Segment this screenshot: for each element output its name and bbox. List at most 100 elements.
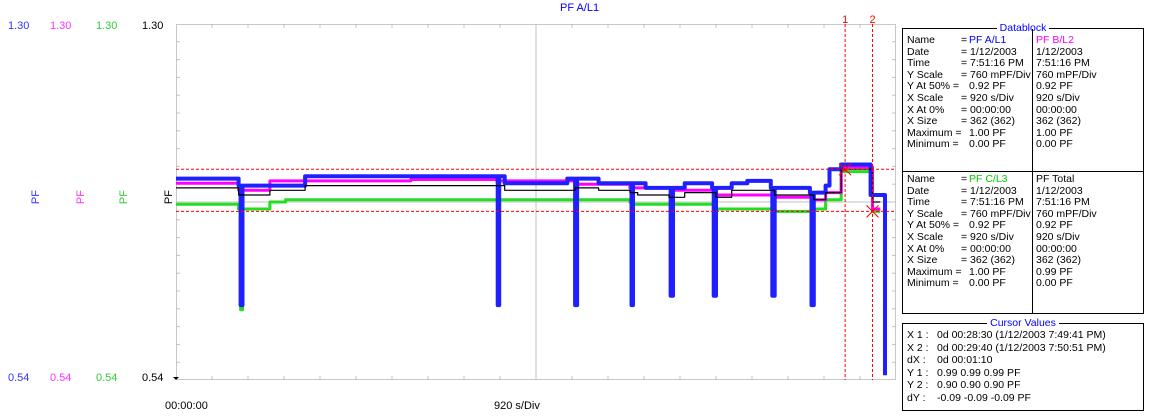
datablock-row-label: Date [907, 184, 930, 197]
datablock-row-label: X At 0% [907, 242, 945, 255]
datablock-row-value: = 1/12/2003 [961, 184, 1017, 197]
datablock-row-value-2: 7:51:16 PM [1036, 57, 1090, 70]
datablock-row-value-2: 362 (362) [1036, 254, 1081, 267]
cursor-value-text: 0d 00:01:10 [937, 354, 993, 366]
cursor-value-row: dX : 0d 00:01:10 [907, 355, 992, 366]
datablock-row-value: = 00:00:00 [961, 242, 1011, 255]
datablock-row-value-2: 920 s/Div [1036, 231, 1080, 243]
y-axis-total-top: 1.30 [142, 20, 164, 32]
cursor-value-row: dY : -0.09 -0.09 -0.09 PF [907, 391, 1031, 404]
datablock-row-value-2: 7:51:16 PM [1036, 196, 1090, 209]
axis-origin-marker [173, 377, 179, 380]
datablock-row-value-2: 00:00:00 [1036, 103, 1077, 116]
cursor-values-title: Cursor Values [987, 317, 1059, 329]
cursor-value-label: X 1 : [907, 329, 929, 341]
cursor-value-text: 0.99 0.99 0.99 PF [937, 366, 1021, 379]
datablock-divider [903, 171, 1143, 172]
y-axis-b-top: 1.30 [50, 20, 72, 32]
datablock-column-divider [1032, 171, 1033, 313]
datablock-row-value-2: 760 mPF/Div [1036, 207, 1097, 220]
datablock-name-prefix: = [961, 173, 968, 185]
datablock-row-value: = 362 (362) [961, 115, 1015, 128]
datablock-row-label: Maximum = [907, 126, 962, 139]
datablock-row-value: = 00:00:00 [961, 103, 1011, 116]
datablock-row-value: 0.92 PF [969, 80, 1006, 93]
cursor-value-row: Y 2 : 0.90 0.90 0.90 PF [907, 380, 1020, 391]
cursor-value-label: dX : [907, 354, 926, 366]
datablock-name-value-2: PF B/L2 [1036, 34, 1074, 46]
datablock-row-label: X At 0% [907, 103, 945, 116]
cursor-value-row: X 2 : 0d 00:29:40 (1/12/2003 7:50:51 PM) [907, 341, 1106, 354]
datablock-name-prefix: = [961, 34, 968, 46]
datablock-row-value: 1.00 PF [969, 126, 1006, 139]
cursor-values-panel: Cursor Values X 1 : 0d 00:28:30 (1/12/200… [902, 317, 1144, 411]
chart-title: PF A/L1 [560, 2, 600, 14]
datablock-name-value: PF A/L1 [969, 34, 1007, 46]
datablock-row-label: X Size [907, 254, 938, 267]
y-axis-b-label: PF [75, 190, 87, 205]
datablock-name-label: Name [907, 34, 936, 46]
cursor-1-label: 1 [842, 14, 848, 26]
datablock-row-label: Time [907, 196, 930, 209]
cursor-1-marker [838, 162, 852, 176]
datablock-row-value: = 1/12/2003 [961, 45, 1017, 58]
y-axis-a-label: PF [30, 190, 42, 205]
datablock-row-value: 1.00 PF [969, 265, 1006, 278]
y-axis-total-label: PF [163, 190, 175, 205]
cursor-value-label: Y 2 : [907, 379, 929, 391]
datablock-row-value: 0.00 PF [969, 138, 1006, 151]
y-axis-a-top: 1.30 [8, 20, 30, 32]
datablock-row-value-2: 0.00 PF [1036, 277, 1073, 290]
datablock-row-label: X Scale [907, 231, 944, 243]
datablock-row-value-2: 0.92 PF [1036, 219, 1073, 232]
datablock-row-value: = 920 s/Div [961, 231, 1014, 243]
datablock-row-label: Y At 50% = [907, 80, 960, 93]
y-axis-b-bottom: 0.54 [50, 372, 72, 384]
cursor-2-label: 2 [870, 14, 876, 26]
x-axis-start-label: 00:00:00 [165, 400, 208, 412]
cursor-value-text: 0.90 0.90 0.90 PF [937, 379, 1021, 391]
datablock-row-value-2: 760 mPF/Div [1036, 68, 1097, 81]
datablock-row-value: = 7:51:16 PM [961, 196, 1024, 209]
datablock-row-label: Minimum = [907, 277, 959, 290]
cursor-value-label: Y 1 : [907, 366, 929, 379]
datablock-row-label: Time [907, 57, 930, 70]
y-axis-c-bottom: 0.54 [96, 372, 118, 384]
datablock-row-value-2: 0.92 PF [1036, 80, 1073, 93]
datablock-row-value: = 760 mPF/Div [961, 207, 1031, 220]
datablock-row-label: Minimum = [907, 138, 959, 151]
datablock-row-value-2: 362 (362) [1036, 115, 1081, 128]
datablock-row-value-2: 920 s/Div [1036, 92, 1080, 104]
series-line-total [176, 168, 881, 203]
datablock-row-label: Y At 50% = [907, 219, 960, 232]
datablock-row-value: = 760 mPF/Div [961, 68, 1031, 81]
datablock-row-value: 0.00 PF [969, 277, 1006, 290]
datablock-row-label: Y Scale [907, 207, 943, 220]
cursor-2-marker [866, 205, 879, 218]
x-axis-label: 920 s/Div [494, 400, 540, 412]
series-line-a [176, 162, 887, 376]
datablock-row-value-2: 1.00 PF [1036, 126, 1073, 139]
datablock-name-value-2: PF Total [1036, 173, 1075, 185]
datablock-row-label: X Size [907, 115, 938, 128]
datablock-row-value: 0.92 PF [969, 219, 1006, 232]
datablock-row-value-2: 00:00:00 [1036, 242, 1077, 255]
datablock-row-label: Maximum = [907, 265, 962, 278]
y-axis-c-top: 1.30 [96, 20, 118, 32]
datablock-title: Datablock [996, 22, 1050, 34]
datablock-panel: Datablock Name = PF A/L1 PF B/L2 Date = 1/12/… [902, 22, 1144, 314]
y-axis-c-label: PF [118, 190, 130, 205]
datablock-row-value-2: 0.99 PF [1036, 265, 1073, 278]
cursor-value-label: dY : [907, 391, 926, 404]
datablock-row-label: X Scale [907, 92, 944, 104]
datablock-row-value: = 920 s/Div [961, 92, 1014, 104]
datablock-name-label: Name [907, 173, 936, 185]
y-axis-a-bottom: 0.54 [8, 372, 30, 384]
datablock-row-value: = 362 (362) [961, 254, 1015, 267]
cursor-value-row: Y 1 : 0.99 0.99 0.99 PF [907, 366, 1021, 379]
cursor-value-label: X 2 : [907, 341, 929, 354]
datablock-row-value: = 7:51:16 PM [961, 57, 1024, 70]
datablock-row-value-2: 0.00 PF [1036, 138, 1073, 151]
datablock-row-label: Y Scale [907, 68, 943, 81]
